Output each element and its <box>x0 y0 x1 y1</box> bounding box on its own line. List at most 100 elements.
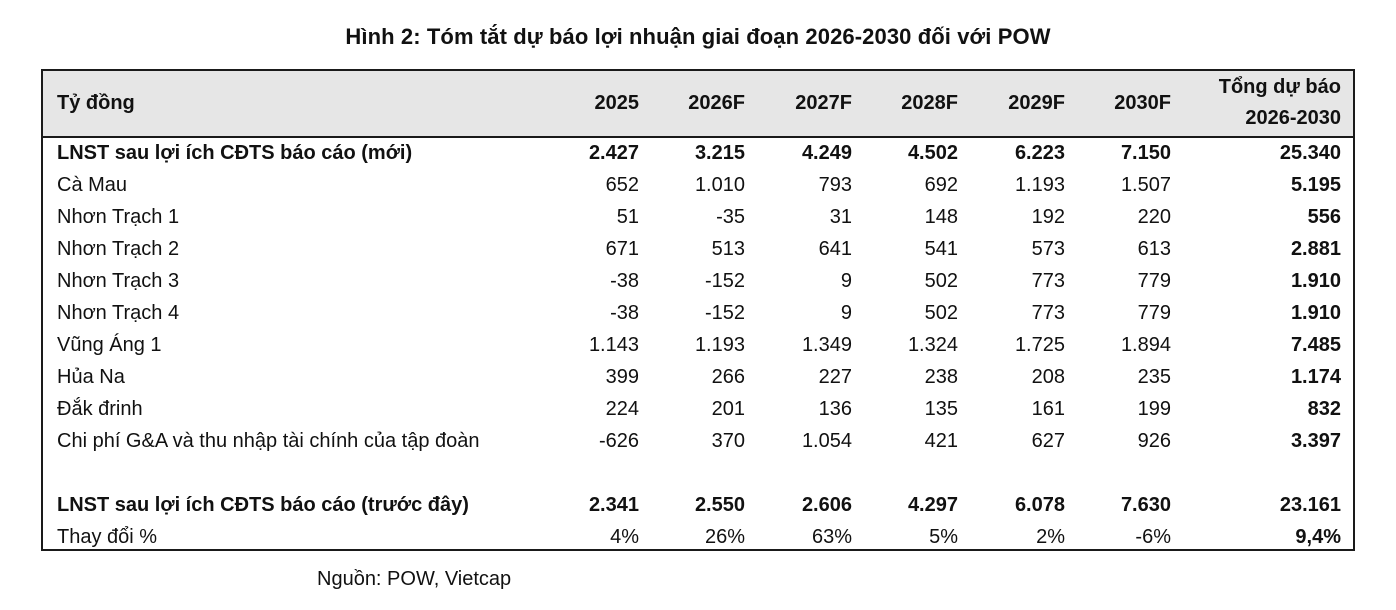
header-2028f: 2028F <box>901 92 958 114</box>
row-value: 7.630 <box>1120 494 1171 516</box>
row-value: 4.297 <box>907 494 958 516</box>
row-value: 26% <box>704 526 745 548</box>
row-value: 199 <box>1137 398 1171 420</box>
row-value: -35 <box>716 206 745 228</box>
row-value: 1.193 <box>1014 174 1065 196</box>
header-2029f: 2029F <box>1008 92 1065 114</box>
table-row: Vũng Áng 1 1.143 1.193 1.349 1.324 1.725 1.894… <box>43 329 1353 361</box>
row-label: Thay đổi % <box>57 526 158 548</box>
row-value: 224 <box>605 398 639 420</box>
row-value: 2% <box>1036 526 1065 548</box>
row-value: 1.010 <box>694 174 745 196</box>
header-unit: Tỷ đồng <box>57 92 135 114</box>
row-label: Nhơn Trạch 1 <box>57 206 180 228</box>
row-total: 25.340 <box>1279 142 1341 164</box>
row-value: 63% <box>811 526 852 548</box>
row-value: 9 <box>840 302 852 324</box>
row-value: 238 <box>924 366 958 388</box>
row-total: 832 <box>1307 398 1341 420</box>
row-value: 2.427 <box>588 142 639 164</box>
header-total-line2: 2026-2030 <box>1245 107 1341 129</box>
row-value: 1.894 <box>1120 334 1171 356</box>
row-value: 399 <box>605 366 639 388</box>
row-label: Nhơn Trạch 3 <box>57 270 180 292</box>
row-value: 31 <box>829 206 852 228</box>
row-value: 4% <box>610 526 639 548</box>
row-value: -6% <box>1135 526 1171 548</box>
row-total: 1.910 <box>1290 302 1341 324</box>
source-note: Nguồn: POW, Vietcap <box>317 568 512 590</box>
table-footer-row: LNST sau lợi ích CĐTS báo cáo (trước đây… <box>43 489 1353 521</box>
row-value: 421 <box>924 430 958 452</box>
figure-title: Hình 2: Tóm tắt dự báo lợi nhuận giai đo… <box>345 24 1051 49</box>
table-row: Nhơn Trạch 2 671 513 641 541 573 613 2.881 <box>43 233 1353 265</box>
row-label: LNST sau lợi ích CĐTS báo cáo (trước đây… <box>57 494 469 516</box>
row-value: 6.078 <box>1014 494 1065 516</box>
row-value: 1.054 <box>801 430 852 452</box>
row-value: -626 <box>598 430 639 452</box>
row-total: 7.485 <box>1290 334 1341 356</box>
row-value: 1.324 <box>907 334 958 356</box>
row-value: 641 <box>818 238 852 260</box>
row-total: 3.397 <box>1290 430 1341 452</box>
row-value: 266 <box>711 366 745 388</box>
table-footer-row: Thay đổi % 4% 26% 63% 5% 2% -6% 9,4% <box>43 521 1353 553</box>
row-value: 201 <box>711 398 745 420</box>
row-value: 9 <box>840 270 852 292</box>
row-value: 7.150 <box>1120 142 1171 164</box>
row-value: 6.223 <box>1014 142 1065 164</box>
row-value: 2.550 <box>694 494 745 516</box>
header-2025: 2025 <box>594 92 640 114</box>
row-value: 692 <box>924 174 958 196</box>
row-value: 1.725 <box>1014 334 1065 356</box>
row-value: 613 <box>1137 238 1171 260</box>
row-label: LNST sau lợi ích CĐTS báo cáo (mới) <box>57 142 413 164</box>
row-value: 502 <box>924 270 958 292</box>
row-label: Đắk đrinh <box>57 398 143 420</box>
table-row: Đắk đrinh 224 201 136 135 161 199 832 <box>43 393 1353 425</box>
row-value: 1.143 <box>588 334 639 356</box>
row-value: -38 <box>610 302 639 324</box>
row-value: 793 <box>818 174 852 196</box>
row-value: 2.341 <box>588 494 639 516</box>
row-label: Chi phí G&A và thu nhập tài chính của tậ… <box>57 430 480 452</box>
row-value: 773 <box>1031 302 1065 324</box>
row-value: 161 <box>1031 398 1065 420</box>
row-value: 235 <box>1137 366 1171 388</box>
row-value: 779 <box>1137 270 1171 292</box>
row-value: 220 <box>1137 206 1171 228</box>
row-value: 1.507 <box>1120 174 1171 196</box>
row-value: 135 <box>924 398 958 420</box>
row-value: 192 <box>1031 206 1065 228</box>
row-value: 136 <box>818 398 852 420</box>
row-label: Hủa Na <box>57 366 125 388</box>
table-row: Nhơn Trạch 3 -38 -152 9 502 773 779 1.910 <box>43 265 1353 297</box>
row-label: Cà Mau <box>57 174 128 196</box>
table-row: Nhơn Trạch 1 51 -35 31 148 192 220 556 <box>43 201 1353 233</box>
row-value: -152 <box>704 302 745 324</box>
header-2027f: 2027F <box>795 92 852 114</box>
row-value: 502 <box>924 302 958 324</box>
row-value: -38 <box>610 270 639 292</box>
table-row: Chi phí G&A và thu nhập tài chính của tậ… <box>43 425 1353 457</box>
row-value: 1.193 <box>694 334 745 356</box>
table-row: Hủa Na 399 266 227 238 208 235 1.174 <box>43 361 1353 393</box>
row-label: Nhơn Trạch 4 <box>57 302 180 324</box>
row-value: 1.349 <box>801 334 852 356</box>
row-value: 227 <box>818 366 852 388</box>
row-total: 1.910 <box>1290 270 1341 292</box>
row-value: 541 <box>924 238 958 260</box>
row-total: 1.174 <box>1290 366 1341 388</box>
table-header: Tỷ đồng 2025 2026F 2027F 2028F 2029F 203… <box>43 71 1353 138</box>
row-total: 5.195 <box>1290 174 1341 196</box>
row-label: Nhơn Trạch 2 <box>57 238 180 260</box>
row-value: 779 <box>1137 302 1171 324</box>
row-value: 2.606 <box>801 494 852 516</box>
header-2026f: 2026F <box>688 92 745 114</box>
row-value: -152 <box>704 270 745 292</box>
row-value: 148 <box>924 206 958 228</box>
row-total: 23.161 <box>1279 494 1341 516</box>
header-total-line1: Tổng dự báo <box>1218 76 1341 98</box>
row-total: 9,4% <box>1295 526 1341 548</box>
row-value: 671 <box>605 238 639 260</box>
